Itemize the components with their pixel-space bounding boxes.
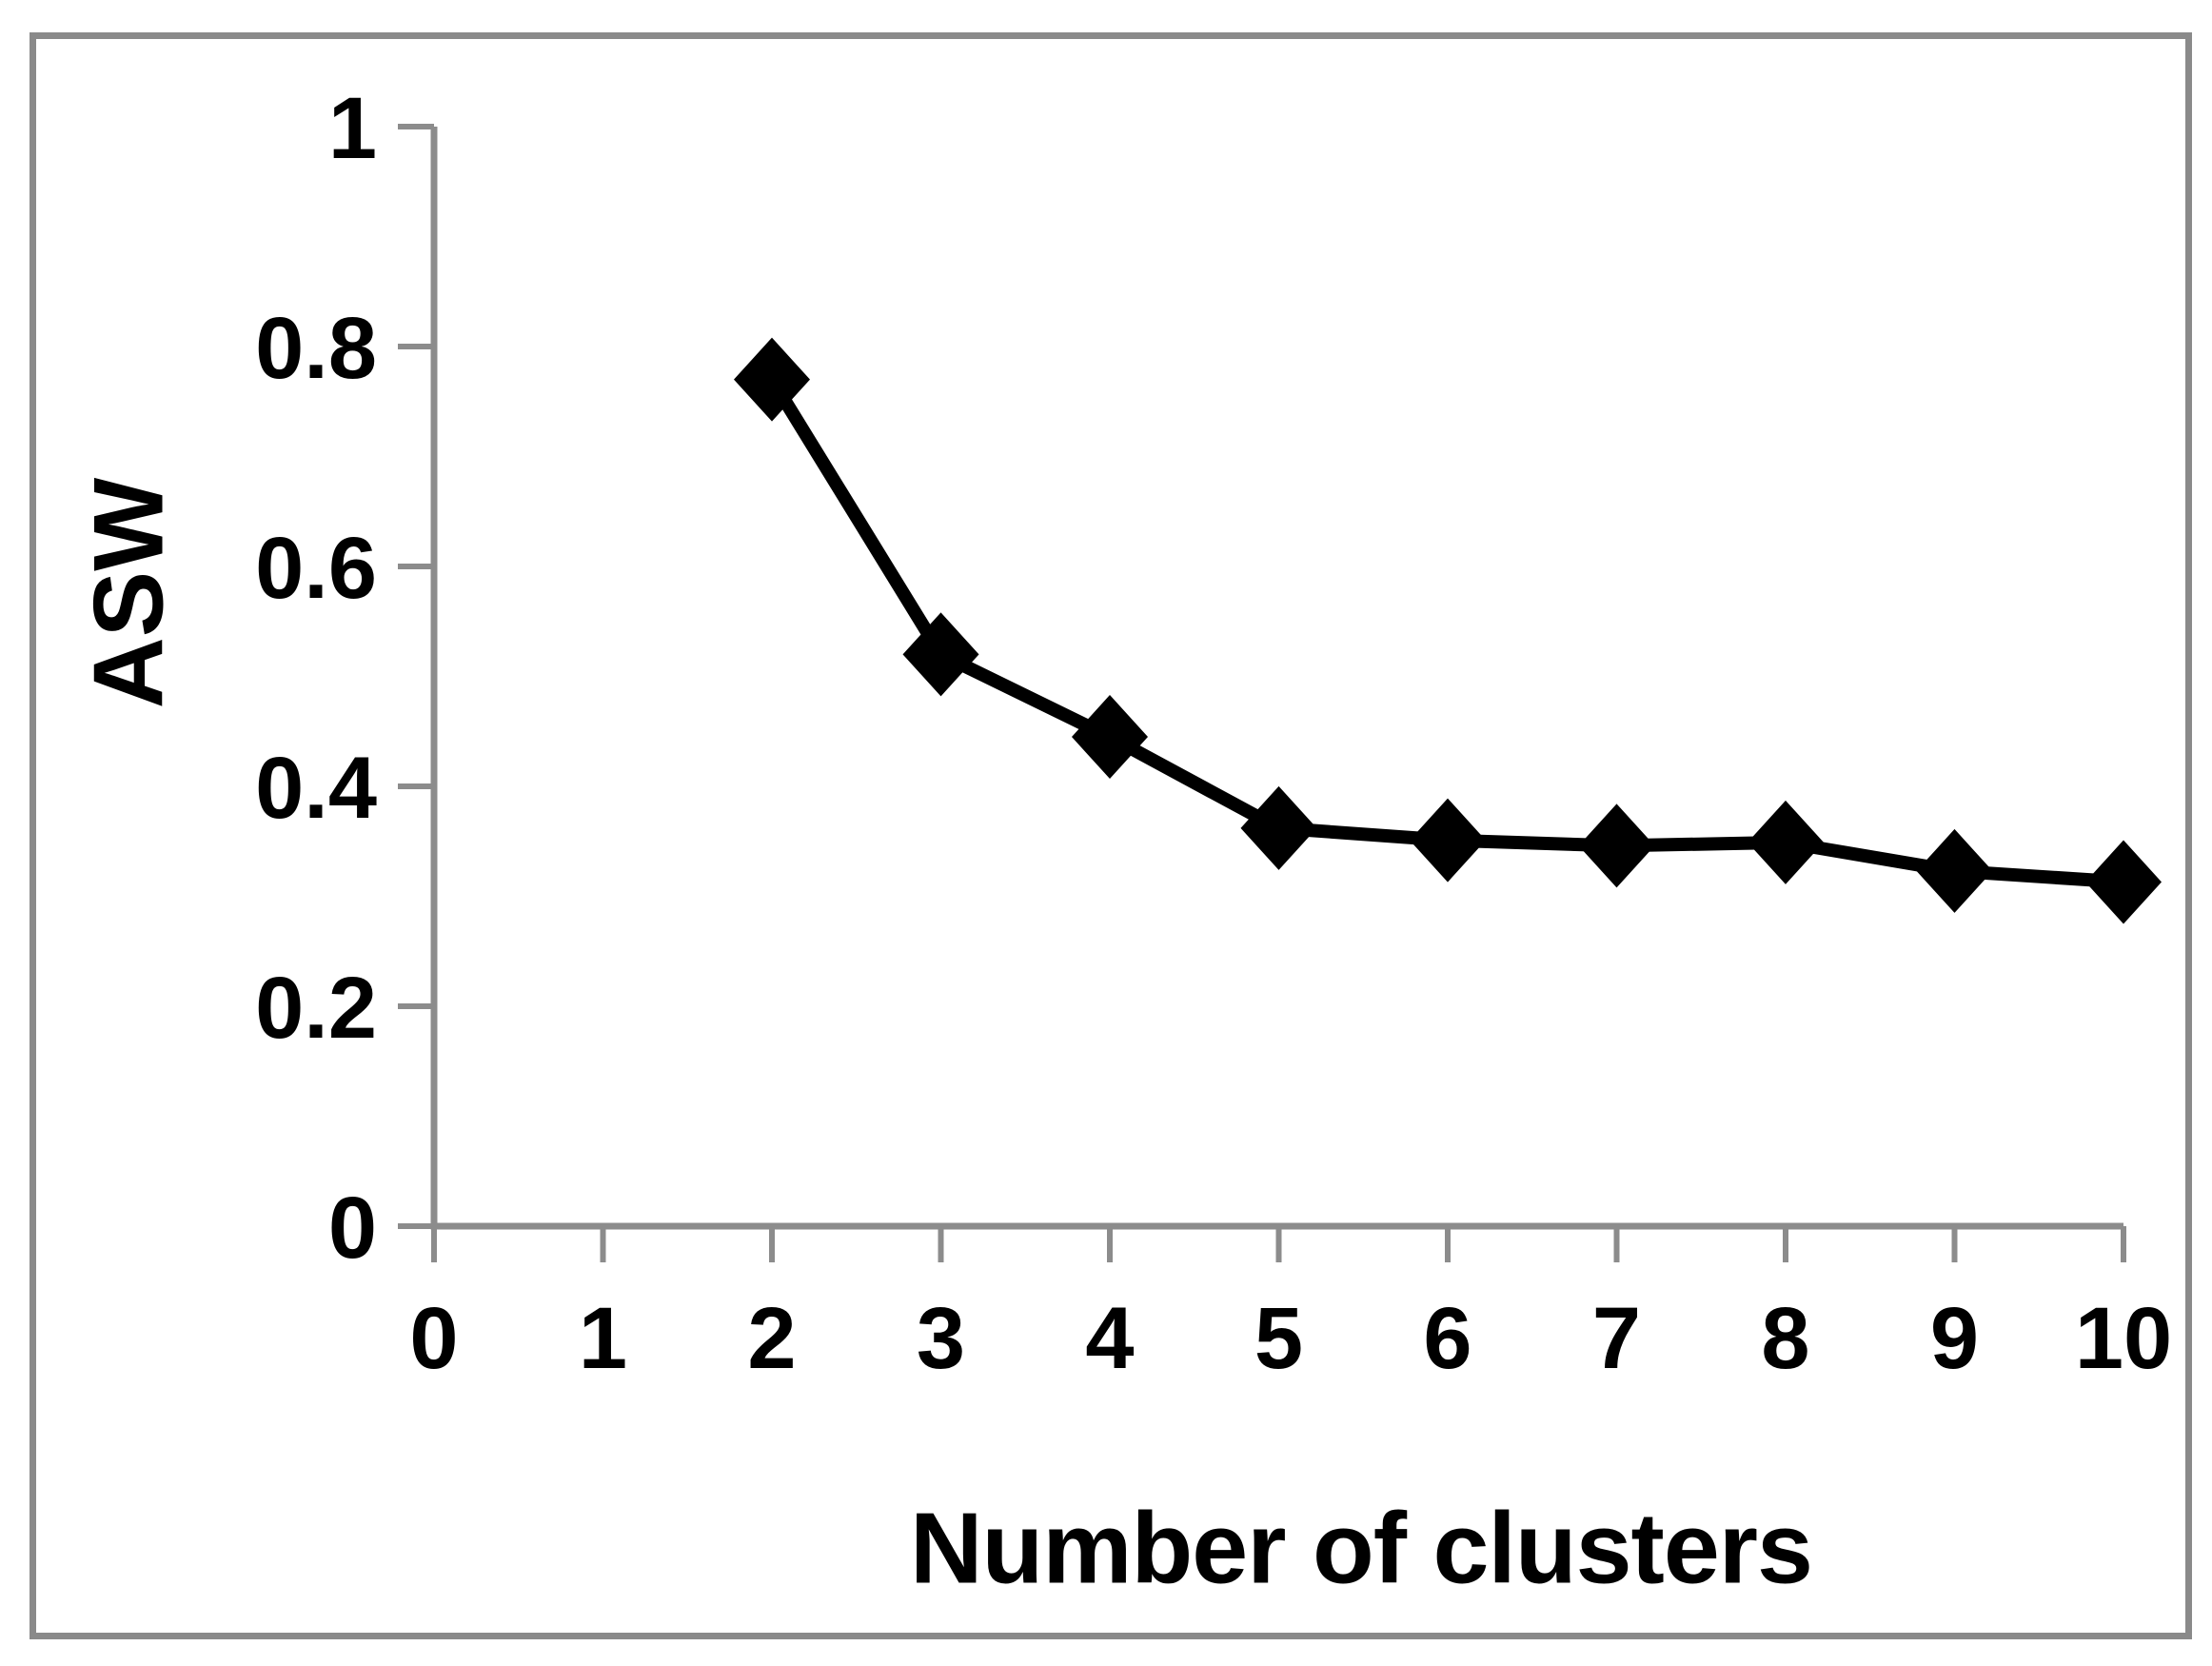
data-point-marker xyxy=(902,612,979,697)
chart-border xyxy=(30,32,2192,1639)
y-tick-label: 0.8 xyxy=(255,300,377,397)
data-point-marker xyxy=(2085,840,2162,924)
x-tick-label: 10 xyxy=(2075,1290,2172,1387)
data-point-marker xyxy=(734,337,810,422)
data-point-marker xyxy=(1072,695,1148,780)
data-point-marker xyxy=(1240,785,1317,870)
x-tick-label: 8 xyxy=(1761,1290,1809,1387)
x-tick-label: 4 xyxy=(1085,1290,1134,1387)
x-tick-label: 9 xyxy=(1930,1290,1979,1387)
data-point-marker xyxy=(1410,798,1486,883)
data-point-marker xyxy=(1916,828,1993,913)
y-tick-label: 1 xyxy=(328,80,377,177)
y-tick-label: 0.6 xyxy=(255,520,377,617)
x-tick-label: 0 xyxy=(409,1290,458,1387)
x-tick-label: 3 xyxy=(917,1290,965,1387)
y-tick-label: 0.2 xyxy=(255,960,377,1057)
y-tick-label: 0 xyxy=(328,1180,377,1277)
x-axis-title: Number of clusters xyxy=(909,1492,1813,1605)
x-tick-label: 7 xyxy=(1592,1290,1641,1387)
data-point-marker xyxy=(1578,803,1655,888)
x-tick-label: 2 xyxy=(747,1290,796,1387)
data-point-marker xyxy=(1748,800,1824,884)
y-axis-title: ASW xyxy=(73,477,185,709)
x-tick-label: 5 xyxy=(1254,1290,1303,1387)
x-tick-label: 6 xyxy=(1423,1290,1471,1387)
x-tick-label: 1 xyxy=(579,1290,627,1387)
y-tick-label: 0.4 xyxy=(255,740,377,837)
